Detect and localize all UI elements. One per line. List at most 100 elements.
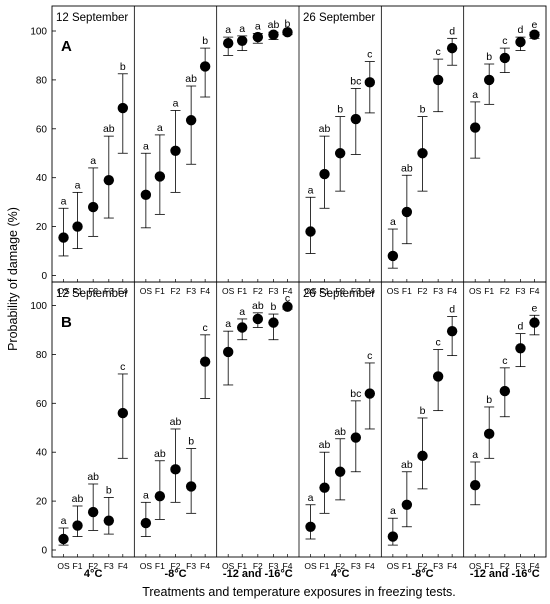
significance-letter: a bbox=[173, 97, 179, 109]
data-point bbox=[199, 356, 211, 367]
x-tick-label: F3 bbox=[104, 286, 114, 296]
y-tick-label: 100 bbox=[30, 301, 47, 312]
date-label: 26 September bbox=[303, 12, 375, 24]
y-tick-label: 80 bbox=[36, 75, 48, 86]
y-tick-label: 20 bbox=[36, 222, 48, 233]
significance-letter: b bbox=[486, 394, 492, 406]
temperature-label: -8°C bbox=[411, 568, 433, 580]
data-point bbox=[140, 189, 152, 201]
x-tick-label: F4 bbox=[530, 561, 540, 571]
x-tick-label: F3 bbox=[433, 286, 443, 296]
significance-letter: a bbox=[225, 24, 231, 36]
significance-letter: ab bbox=[72, 493, 84, 505]
significance-letter: a bbox=[390, 505, 396, 517]
significance-letter: c bbox=[367, 350, 372, 362]
x-tick-label: F4 bbox=[200, 561, 210, 571]
data-point bbox=[140, 517, 152, 529]
data-point bbox=[199, 61, 211, 72]
data-point bbox=[154, 171, 166, 182]
significance-letter: e bbox=[532, 302, 538, 314]
data-point bbox=[222, 38, 234, 49]
data-point bbox=[387, 250, 399, 262]
temperature-label: 4°C bbox=[331, 568, 350, 580]
x-tick-label: F4 bbox=[447, 561, 457, 571]
significance-letter: a bbox=[90, 155, 96, 167]
x-tick-label: F1 bbox=[155, 561, 165, 571]
x-tick-label: F1 bbox=[237, 286, 247, 296]
significance-letter: b bbox=[486, 51, 492, 63]
significance-letter: a bbox=[143, 489, 149, 501]
data-point bbox=[469, 122, 481, 133]
significance-letter: d bbox=[518, 24, 524, 36]
data-point bbox=[58, 232, 69, 243]
significance-letter: a bbox=[308, 492, 314, 504]
significance-letter: a bbox=[255, 20, 261, 32]
x-tick-label: F2 bbox=[418, 561, 428, 571]
data-point bbox=[170, 145, 181, 157]
data-point bbox=[185, 481, 197, 492]
x-tick-label: F4 bbox=[200, 286, 210, 296]
significance-letter: b bbox=[106, 484, 112, 496]
y-tick-label: 0 bbox=[41, 546, 47, 557]
significance-letter: ab bbox=[87, 471, 99, 483]
x-tick-label: F3 bbox=[351, 286, 361, 296]
x-axis-title: Treatments and temperature exposures in … bbox=[142, 585, 456, 599]
x-tick-label: F3 bbox=[269, 286, 279, 296]
x-tick-label: F3 bbox=[516, 286, 526, 296]
data-point bbox=[334, 148, 346, 159]
significance-letter: a bbox=[61, 515, 67, 527]
date-label: 12 September bbox=[56, 12, 128, 24]
x-tick-label: F1 bbox=[320, 286, 330, 296]
significance-letter: b bbox=[420, 104, 426, 116]
data-point bbox=[252, 313, 264, 325]
data-point bbox=[432, 74, 444, 86]
data-point bbox=[305, 226, 316, 237]
y-tick-label: 0 bbox=[41, 271, 47, 282]
x-tick-label: F3 bbox=[186, 286, 196, 296]
x-tick-label: F1 bbox=[402, 561, 412, 571]
significance-letter: ab bbox=[319, 439, 331, 451]
data-point bbox=[417, 148, 428, 159]
data-point bbox=[117, 407, 129, 419]
x-tick-label: F3 bbox=[516, 561, 526, 571]
data-point bbox=[282, 301, 293, 312]
significance-letter: a bbox=[308, 184, 314, 196]
x-tick-label: F3 bbox=[433, 561, 443, 571]
data-point bbox=[432, 371, 444, 382]
data-point bbox=[364, 77, 376, 88]
x-tick-label: F1 bbox=[155, 286, 165, 296]
x-tick-label: F4 bbox=[447, 286, 457, 296]
data-point bbox=[305, 521, 316, 532]
x-tick-label: F4 bbox=[283, 286, 293, 296]
x-tick-label: F4 bbox=[365, 561, 375, 571]
x-tick-label: F3 bbox=[104, 561, 114, 571]
data-point bbox=[417, 450, 428, 462]
x-tick-label: F3 bbox=[186, 561, 196, 571]
significance-letter: b bbox=[337, 104, 343, 116]
x-tick-label: OS bbox=[140, 286, 153, 296]
x-tick-label: OS bbox=[140, 561, 153, 571]
y-tick-label: 40 bbox=[36, 173, 48, 184]
data-point bbox=[350, 432, 362, 443]
data-point bbox=[483, 74, 495, 86]
data-point bbox=[529, 317, 540, 328]
data-point bbox=[469, 480, 481, 491]
data-point bbox=[72, 520, 83, 531]
panel-label-A: A bbox=[61, 38, 72, 55]
x-tick-label: F2 bbox=[171, 286, 181, 296]
significance-letter: ab bbox=[401, 162, 413, 174]
significance-letter: ab bbox=[154, 448, 166, 460]
x-tick-label: F1 bbox=[320, 561, 330, 571]
x-tick-label: F1 bbox=[73, 286, 83, 296]
significance-letter: a bbox=[472, 89, 478, 101]
significance-letter: b bbox=[120, 61, 126, 73]
data-point bbox=[483, 428, 495, 440]
significance-letter: a bbox=[390, 216, 396, 228]
x-tick-label: F2 bbox=[500, 286, 510, 296]
y-tick-label: 100 bbox=[30, 27, 47, 38]
significance-letter: a bbox=[472, 449, 478, 461]
data-point bbox=[268, 317, 279, 328]
x-tick-label: F4 bbox=[118, 286, 128, 296]
significance-letter: c bbox=[120, 361, 125, 373]
